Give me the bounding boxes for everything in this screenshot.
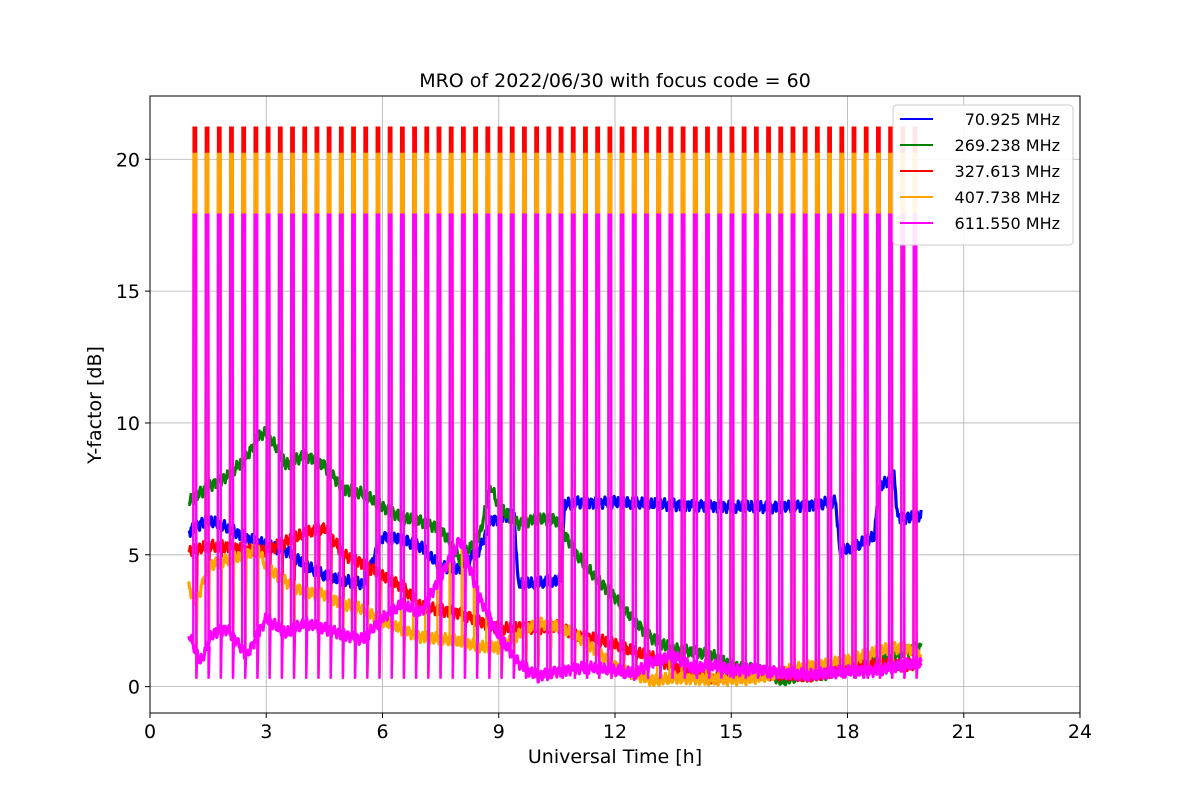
- series-spike: [240, 213, 248, 679]
- series-spike: [753, 213, 761, 679]
- series-spike: [863, 213, 870, 679]
- series-spike: [607, 213, 614, 679]
- series-spike: [875, 213, 883, 679]
- series-spike: [741, 213, 748, 679]
- series-spike: [411, 213, 419, 679]
- series-spike: [839, 213, 846, 679]
- x-tick-label: 6: [376, 721, 388, 743]
- series-spike: [497, 213, 504, 679]
- series-spike: [338, 213, 346, 679]
- x-tick-label: 9: [493, 721, 505, 743]
- series-spike: [716, 213, 724, 679]
- x-tick-label: 12: [603, 721, 627, 743]
- x-tick-label: 3: [260, 721, 272, 743]
- y-tick-label: 5: [128, 545, 140, 567]
- series-spike: [619, 213, 626, 679]
- series-spike: [655, 213, 663, 679]
- series-spike: [704, 213, 712, 679]
- series-spike: [631, 213, 639, 679]
- series-spike: [680, 213, 687, 679]
- series-spike: [387, 213, 394, 679]
- series-611-550-MHz: [187, 213, 923, 684]
- series-spike: [472, 213, 480, 679]
- series-spike: [558, 213, 565, 679]
- y-tick-label: 10: [116, 413, 140, 435]
- series-spike: [265, 213, 272, 679]
- legend-label: 327.613 MHz: [955, 162, 1060, 181]
- series-spike: [790, 213, 797, 679]
- series-spike: [460, 213, 468, 679]
- series-spike: [521, 213, 529, 679]
- series-spike: [570, 213, 577, 679]
- legend: 70.925 MHz 269.238 MHz 327.613 MHz 407.738 …: [892, 104, 1074, 246]
- series-spike: [375, 213, 382, 679]
- y-tick-label: 0: [128, 677, 140, 699]
- series-baseline-line: [187, 536, 923, 684]
- series-spike: [362, 213, 370, 679]
- x-tick-label: 15: [719, 721, 743, 743]
- series-spike: [350, 213, 358, 679]
- series-spike: [277, 213, 285, 679]
- legend-box: [892, 104, 1074, 246]
- series-spike: [582, 213, 590, 679]
- series-spike: [289, 213, 297, 679]
- series-spike: [546, 213, 553, 679]
- series-spike: [912, 213, 919, 679]
- x-tick-label: 0: [144, 721, 156, 743]
- series-spike: [802, 213, 809, 680]
- series-spike: [424, 213, 431, 679]
- series-spike: [192, 213, 199, 679]
- series-spike: [887, 213, 895, 679]
- series-spike: [301, 213, 309, 679]
- legend-label: 407.738 MHz: [955, 188, 1060, 207]
- legend-label: 70.925 MHz: [965, 110, 1060, 129]
- y-axis-label: Y-factor [dB]: [84, 346, 106, 465]
- x-tick-label: 21: [952, 721, 976, 743]
- series-baseline-line: [187, 543, 923, 688]
- series-spike: [204, 213, 211, 679]
- series-70-925-MHz: [187, 469, 923, 591]
- x-tick-label: 18: [835, 721, 859, 743]
- series-spike: [448, 213, 455, 679]
- series-spike: [509, 213, 516, 679]
- series-spike: [533, 213, 541, 680]
- series-spike: [900, 213, 907, 679]
- series-spike: [228, 213, 236, 679]
- y-tick-label: 15: [116, 281, 140, 303]
- series-spike: [692, 213, 700, 679]
- series-spike: [485, 213, 492, 679]
- series-spike: [436, 213, 443, 679]
- series-spike: [778, 213, 785, 679]
- series-spike: [326, 213, 333, 679]
- series-spike: [253, 213, 260, 679]
- series-spike: [594, 213, 602, 679]
- legend-label: 611.550 MHz: [955, 214, 1060, 233]
- x-axis: 0 3 6 9 12 15 18 21 24: [144, 713, 1092, 743]
- series-spike: [851, 213, 858, 679]
- series-spike: [643, 213, 651, 679]
- series-spike: [216, 213, 224, 679]
- x-tick-label: 24: [1068, 721, 1092, 743]
- series-spike: [826, 213, 834, 679]
- y-tick-label: 20: [116, 149, 140, 171]
- series-spike: [814, 213, 822, 680]
- y-axis: 0 5 10 15 20: [116, 149, 150, 699]
- series-layer: [187, 126, 923, 688]
- series-baseline-line: [187, 469, 923, 591]
- series-spike: [668, 213, 675, 679]
- series-spike: [314, 213, 321, 679]
- chart-title: MRO of 2022/06/30 with focus code = 60: [419, 70, 811, 92]
- series-spike: [765, 213, 773, 679]
- series-spike: [399, 213, 407, 679]
- series-spike: [729, 213, 736, 679]
- legend-label: 269.238 MHz: [955, 136, 1060, 155]
- x-axis-label: Universal Time [h]: [528, 746, 702, 768]
